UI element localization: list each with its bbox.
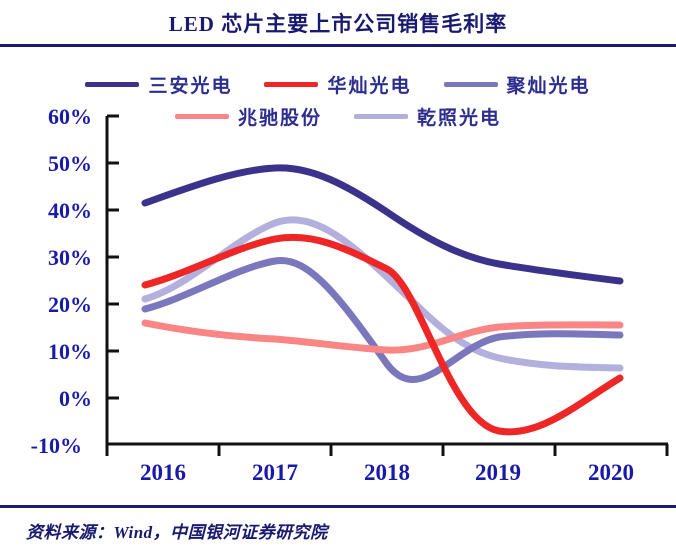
legend-label-jucan: 聚灿光电 (506, 75, 591, 97)
title-divider (0, 44, 676, 47)
chart-canvas (105, 114, 669, 456)
series-line-jucan (141, 256, 624, 383)
ytick-label-0: 0% (59, 386, 92, 411)
legend-label-huacan: 华灿光电 (327, 75, 412, 97)
xtick-label-2019: 2019 (475, 460, 521, 485)
series-line-qianzhao (141, 216, 624, 372)
ytick-label-neg10: -10% (30, 433, 82, 458)
legend-item-huacan: 华灿光电 (264, 71, 411, 98)
legend-item-sanan: 三安光电 (85, 71, 232, 98)
legend-label-sanan: 三安光电 (148, 75, 233, 97)
plot-area: 60% 50% 40% 30% 20% 10% 0% -10% 2016 201… (0, 104, 676, 498)
xtick-label-2018: 2018 (364, 460, 410, 485)
xtick-label-2017: 2017 (252, 460, 298, 485)
legend-swatch-sanan (85, 81, 140, 87)
chart-legend: 三安光电 华灿光电 聚灿光电 兆驰股份 乾照光电 (0, 66, 676, 130)
legend-swatch-zhaochi (174, 113, 229, 119)
title-block: LED 芯片主要上市公司销售毛利率 (0, 0, 676, 48)
legend-row-1: 三安光电 华灿光电 聚灿光电 (0, 70, 676, 98)
axis-spines (105, 116, 668, 446)
ytick-label-30: 30% (48, 245, 92, 270)
series-line-sanan (141, 164, 624, 285)
legend-swatch-huacan (264, 81, 319, 87)
legend-swatch-qianzhao (354, 113, 408, 119)
ytick-label-40: 40% (48, 198, 92, 223)
page-title: LED 芯片主要上市公司销售毛利率 (168, 12, 508, 36)
xtick-label-2016: 2016 (140, 460, 186, 485)
legend-label-zhaochi: 兆驰股份 (237, 107, 322, 129)
legend-swatch-jucan (443, 81, 498, 87)
ytick-label-20: 20% (48, 292, 92, 317)
legend-item-zhaochi: 兆驰股份 (174, 103, 322, 130)
series-line-huacan (141, 233, 624, 436)
footer-divider (0, 505, 676, 508)
legend-label-qianzhao: 乾照光电 (417, 107, 502, 129)
legend-item-jucan: 聚灿光电 (443, 71, 591, 98)
ytick-label-10: 10% (48, 339, 92, 364)
y-tick-marks (107, 114, 119, 400)
ytick-label-60: 60% (48, 104, 92, 129)
ytick-label-50: 50% (48, 151, 92, 176)
xtick-label-2020: 2020 (588, 460, 634, 485)
series-line-zhaochi (141, 319, 624, 354)
legend-row-2: 兆驰股份 乾照光电 (0, 102, 676, 130)
x-tick-marks (105, 444, 669, 456)
source-note: 资料来源：Wind，中国银河证券研究院 (26, 523, 328, 542)
legend-item-qianzhao: 乾照光电 (354, 103, 501, 130)
